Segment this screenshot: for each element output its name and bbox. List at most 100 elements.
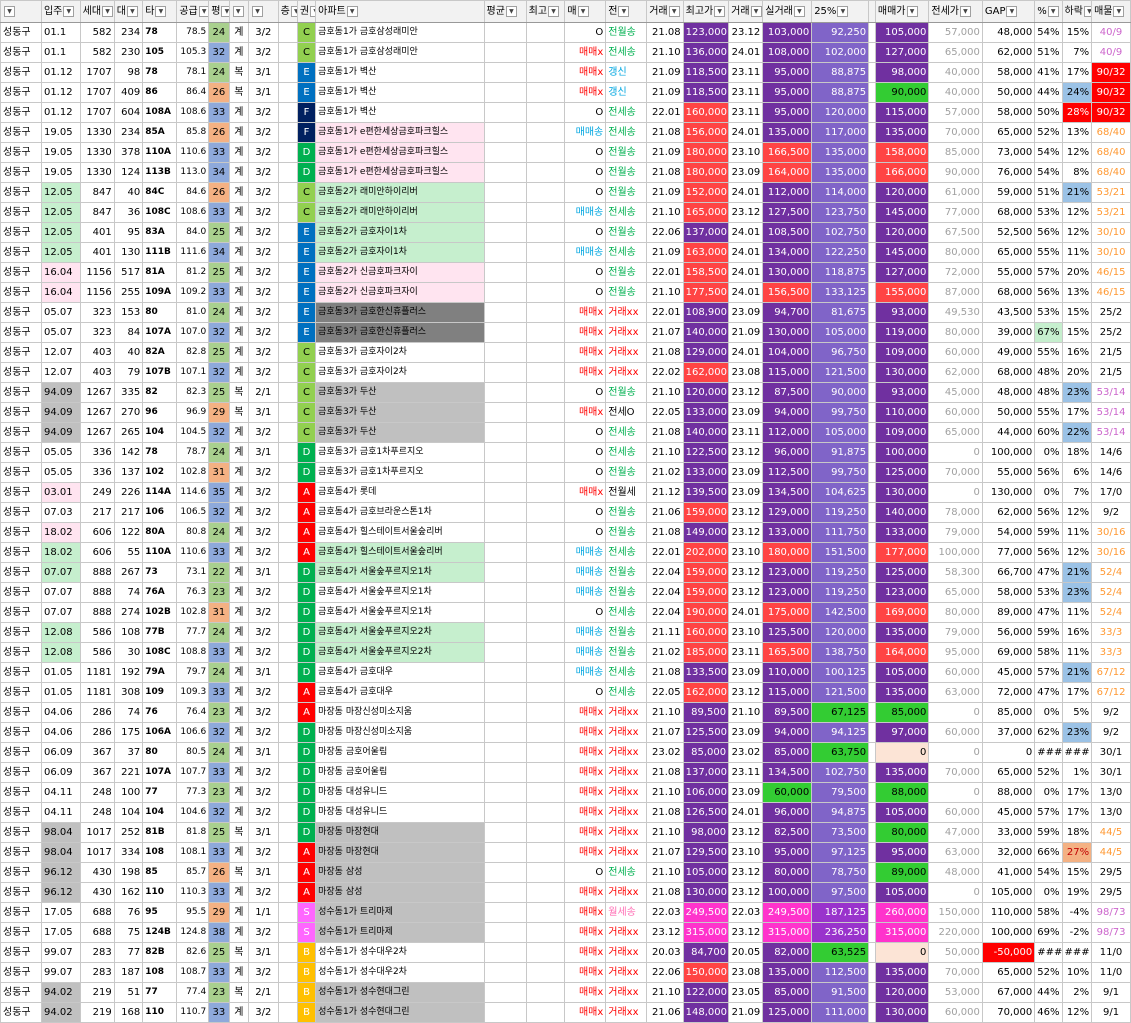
cell[interactable]: 계 (228, 922, 250, 943)
cell[interactable]: 73 (142, 562, 178, 583)
cell[interactable]: 94,875 (811, 802, 870, 823)
cell[interactable] (277, 762, 298, 783)
grade-cell[interactable]: D (296, 142, 317, 163)
cell[interactable] (277, 102, 298, 123)
cell[interactable]: 53% (1034, 202, 1063, 223)
cell[interactable]: 81.0 (176, 302, 210, 323)
cell[interactable]: 102.8 (176, 462, 210, 483)
cell[interactable]: 23 (208, 702, 230, 723)
cell[interactable] (525, 502, 566, 523)
table-row[interactable]: 성동구 99.07 283 187 108 108.7 33 계 3/2 B 성수동1가 성수대우2… (0, 962, 1131, 983)
cell[interactable]: 50,000 (981, 402, 1036, 423)
cell[interactable]: 102 (142, 462, 178, 483)
cell[interactable] (277, 82, 298, 103)
cell[interactable]: 3/2 (248, 182, 279, 203)
cell[interactable]: ### (1061, 942, 1093, 963)
cell[interactable]: 78 (142, 442, 178, 463)
cell[interactable]: 23.12 (728, 382, 764, 403)
cell[interactable]: 95,000 (874, 842, 930, 863)
cell[interactable]: 98 (113, 62, 144, 83)
cell[interactable]: 24.01 (728, 242, 764, 263)
cell[interactable] (277, 602, 298, 623)
cell[interactable]: 22.01 (646, 102, 684, 123)
cell[interactable]: 105 (142, 42, 178, 63)
cell[interactable]: O (564, 682, 607, 703)
cell[interactable] (525, 782, 566, 803)
cell[interactable]: 78 (142, 62, 178, 83)
cell[interactable]: 계 (228, 602, 250, 623)
cell[interactable]: 3/2 (248, 202, 279, 223)
cell[interactable]: 33 (208, 682, 230, 703)
cell[interactable]: 84.0 (176, 222, 210, 243)
column-header[interactable]: 매물 ▼ (1091, 0, 1131, 23)
cell[interactable]: 108C (142, 642, 178, 663)
cell[interactable] (868, 842, 876, 863)
cell[interactable]: 26 (208, 122, 230, 143)
cell[interactable] (277, 622, 298, 643)
cell[interactable]: 21.09 (646, 182, 684, 203)
grade-cell[interactable]: D (296, 442, 317, 463)
cell[interactable]: 81A (142, 262, 178, 283)
grade-cell[interactable]: F (296, 102, 317, 123)
apartment-name-cell[interactable]: 금호동3가 두산 (315, 422, 485, 443)
cell[interactable]: 24% (1061, 82, 1093, 103)
column-header[interactable]: 실거래 ▼ (762, 0, 813, 23)
cell[interactable]: 192 (113, 662, 144, 683)
cell[interactable] (277, 242, 298, 263)
column-header[interactable]: GAP ▼ (981, 0, 1036, 23)
cell[interactable]: 106,000 (682, 782, 730, 803)
cell[interactable]: 20% (1061, 262, 1093, 283)
cell[interactable]: 367 (79, 742, 115, 763)
cell[interactable]: 23.05 (728, 982, 764, 1003)
cell[interactable]: 110A (142, 542, 178, 563)
cell[interactable]: 21.08 (646, 762, 684, 783)
cell[interactable] (868, 522, 876, 543)
district-cell[interactable]: 성동구 (0, 742, 42, 763)
table-row[interactable]: 성동구 12.08 586 108 77B 77.7 24 계 3/2 D 금호동4가 서울숲푸르지… (0, 622, 1131, 643)
cell[interactable]: 전세송 (605, 42, 648, 63)
cell[interactable]: 76.4 (176, 702, 210, 723)
cell[interactable]: O (564, 162, 607, 183)
cell[interactable]: 124.8 (176, 922, 210, 943)
cell[interactable]: 123,000 (762, 562, 813, 583)
cell[interactable]: 21.09 (728, 322, 764, 343)
cell[interactable]: 133,000 (682, 402, 730, 423)
move-in-cell[interactable]: 96.12 (40, 862, 81, 883)
cell[interactable]: 32 (208, 42, 230, 63)
grade-cell[interactable]: C (296, 422, 317, 443)
cell[interactable]: 매매x (564, 902, 607, 923)
move-in-cell[interactable]: 98.04 (40, 822, 81, 843)
cell[interactable]: 계 (228, 362, 250, 383)
cell[interactable]: 전월송 (605, 622, 648, 643)
cell[interactable]: 갱신 (605, 62, 648, 83)
cell[interactable]: 23.12 (728, 582, 764, 603)
apartment-name-cell[interactable]: 금호동4가 서울숲푸르지오1차 (315, 562, 485, 583)
cell[interactable]: 21.09 (646, 142, 684, 163)
cell[interactable]: 105,000 (981, 882, 1036, 903)
cell[interactable]: 6% (1061, 462, 1093, 483)
cell[interactable]: 11% (1061, 642, 1093, 663)
cell[interactable]: 0% (1034, 882, 1063, 903)
cell[interactable]: 21.10 (646, 42, 684, 63)
cell[interactable] (277, 902, 298, 923)
cell[interactable]: 12% (1061, 1002, 1093, 1023)
cell[interactable]: 123,750 (811, 202, 870, 223)
cell[interactable]: 매매x (564, 922, 607, 943)
cell[interactable]: 115,000 (874, 102, 930, 123)
cell[interactable]: 76 (142, 702, 178, 723)
cell[interactable]: 274 (113, 602, 144, 623)
cell[interactable]: 84 (113, 322, 144, 343)
cell[interactable]: 23.09 (728, 782, 764, 803)
cell[interactable]: 3/1 (248, 62, 279, 83)
table-row[interactable]: 성동구 05.07 323 153 80 81.0 24 계 3/2 E 금호동3가 금호한신휴플러… (0, 302, 1131, 323)
cell[interactable]: 23.09 (728, 402, 764, 423)
cell[interactable] (483, 462, 527, 483)
cell[interactable]: 95,000 (762, 62, 813, 83)
table-row[interactable]: 성동구 17.05 688 76 95 95.5 29 계 1/1 S 성수동1가 트리마제 매매x 월… (0, 902, 1131, 923)
cell[interactable]: 80,000 (928, 602, 983, 623)
cell[interactable]: O (564, 502, 607, 523)
cell[interactable]: 3/2 (248, 122, 279, 143)
cell[interactable]: 21.08 (646, 342, 684, 363)
grade-cell[interactable]: C (296, 362, 317, 383)
cell[interactable] (868, 702, 876, 723)
